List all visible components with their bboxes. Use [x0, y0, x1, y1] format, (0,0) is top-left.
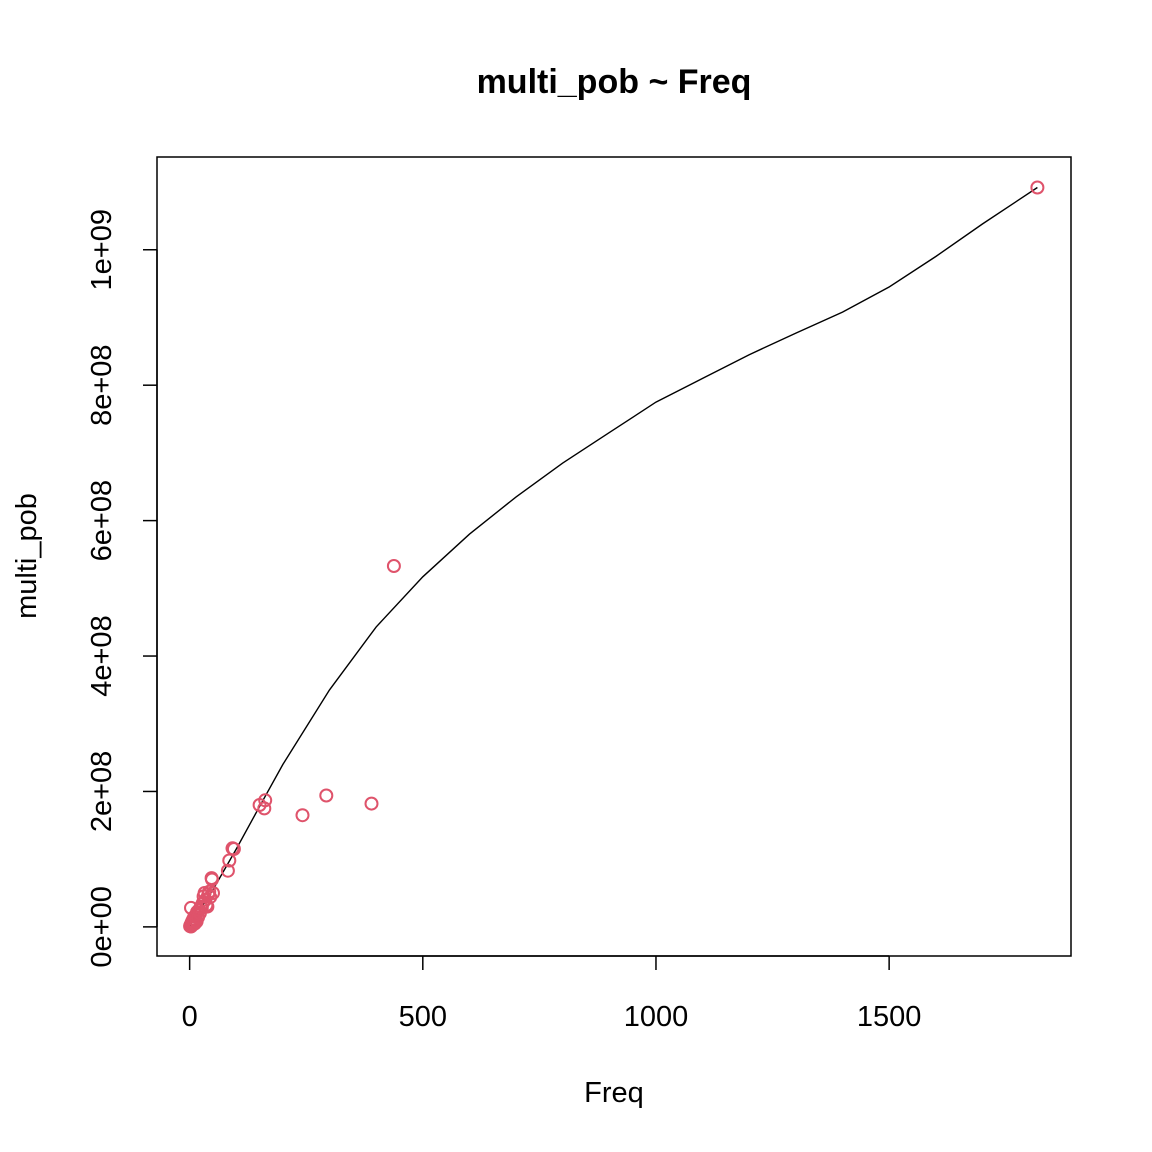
- x-tick-label: 0: [182, 1001, 198, 1033]
- y-axis: 0e+00 2e+08 4e+08 6e+08 8e+08 1e+09: [86, 209, 158, 968]
- x-tick-label: 500: [399, 1001, 447, 1033]
- y-axis-label: multi_pob: [11, 493, 43, 619]
- data-point: [226, 842, 241, 856]
- data-point: [386, 559, 401, 573]
- data-point: [1030, 180, 1045, 195]
- chart-title: multi_pob ~ Freq: [477, 63, 752, 101]
- data-points: [183, 180, 1045, 934]
- data-point: [220, 863, 235, 878]
- data-point: [258, 793, 273, 808]
- data-point: [257, 801, 272, 816]
- y-tick-label: 8e+08: [86, 344, 118, 425]
- y-tick-label: 6e+08: [86, 480, 118, 561]
- data-point: [319, 788, 334, 803]
- y-tick-label: 2e+08: [86, 751, 118, 832]
- plot-area: [183, 180, 1045, 934]
- x-tick-label: 1000: [624, 1001, 689, 1033]
- data-point: [206, 886, 220, 900]
- fit-line: [189, 186, 1038, 926]
- y-tick-label: 0e+00: [86, 886, 118, 967]
- x-axis-label: Freq: [584, 1077, 644, 1109]
- data-point: [205, 872, 219, 887]
- y-tick-label: 1e+09: [86, 209, 118, 290]
- x-tick-label: 1500: [857, 1001, 922, 1033]
- data-point: [364, 796, 379, 811]
- data-point: [295, 808, 310, 823]
- x-axis: 0 500 1000 1500: [182, 955, 922, 1033]
- y-tick-label: 4e+08: [86, 615, 118, 696]
